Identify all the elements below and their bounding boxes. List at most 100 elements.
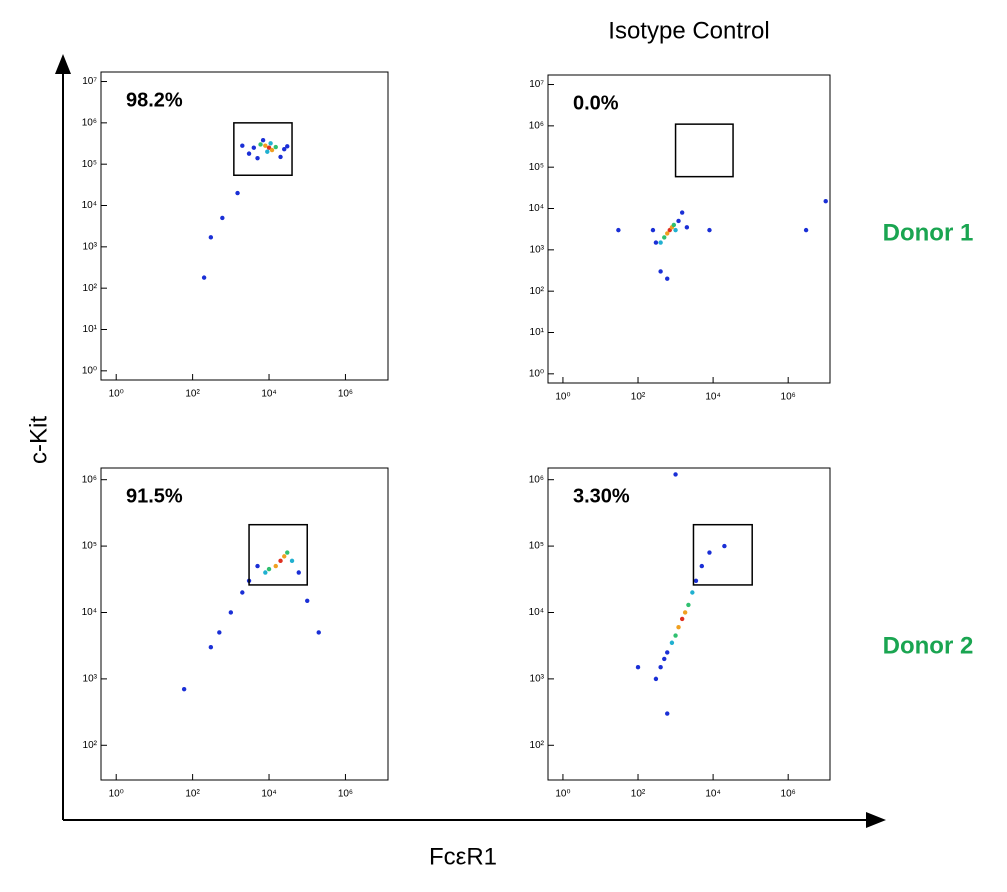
- event-point: [665, 276, 670, 281]
- event-point: [265, 149, 270, 154]
- event-point: [616, 227, 621, 233]
- y-tick-label: 10⁰: [82, 365, 97, 376]
- y-tick-label: 10²: [83, 740, 98, 751]
- event-point: [665, 650, 670, 655]
- y-tick-label: 10³: [530, 244, 545, 255]
- event-point: [662, 235, 667, 240]
- event-point: [266, 566, 272, 572]
- y-tick-label: 10¹: [83, 324, 98, 335]
- event-point: [707, 227, 712, 233]
- y-tick-label: 10⁴: [82, 200, 97, 211]
- event-point: [263, 570, 268, 575]
- event-point: [266, 145, 272, 150]
- event-point: [240, 590, 245, 595]
- event-point: [228, 610, 234, 615]
- x-tick-label: 10⁶: [781, 789, 796, 800]
- event-point: [220, 215, 225, 221]
- y-tick-label: 10⁶: [82, 117, 97, 128]
- event-point: [662, 656, 667, 662]
- event-point: [676, 625, 681, 630]
- x-tick-label: 10²: [631, 392, 646, 403]
- event-point: [285, 550, 290, 555]
- event-point: [235, 190, 240, 196]
- x-tick-label: 10⁴: [261, 389, 276, 400]
- x-tick-label: 10⁰: [109, 389, 124, 400]
- y-tick-label: 10⁵: [529, 541, 544, 552]
- gate: [233, 122, 293, 176]
- y-tick-label: 10⁵: [82, 159, 97, 170]
- y-tick-label: 10⁴: [529, 607, 544, 618]
- event-point: [273, 144, 278, 150]
- y-tick-label: 10³: [83, 241, 98, 252]
- event-point: [803, 227, 809, 233]
- event-point: [658, 269, 663, 274]
- x-tick-label: 10⁰: [109, 789, 124, 800]
- y-tick-label: 10⁵: [529, 162, 544, 173]
- gate-percent: 3.30%: [573, 485, 630, 507]
- y-tick-label: 10⁷: [529, 79, 544, 90]
- event-point: [658, 240, 663, 245]
- event-point: [669, 640, 675, 645]
- y-tick-label: 10²: [530, 740, 545, 751]
- x-tick-label: 10⁶: [781, 392, 796, 403]
- x-tick-label: 10²: [185, 789, 200, 800]
- event-point: [217, 630, 222, 635]
- x-tick-label: 10⁴: [705, 392, 720, 403]
- plot-frame: [100, 467, 389, 781]
- y-tick-label: 10⁶: [529, 474, 544, 485]
- event-point: [273, 563, 278, 569]
- event-point: [260, 138, 266, 143]
- gate: [674, 123, 734, 178]
- event-point: [707, 550, 712, 555]
- event-point: [635, 664, 641, 670]
- event-point: [278, 154, 283, 160]
- event-point: [285, 144, 290, 149]
- row-label: Donor 1: [883, 219, 974, 246]
- event-point: [255, 563, 260, 569]
- event-point: [673, 227, 678, 233]
- event-point: [305, 598, 310, 603]
- plot-frame: [100, 71, 389, 381]
- x-tick-label: 10⁶: [338, 389, 353, 400]
- x-label: FcεR1: [429, 843, 497, 870]
- event-point: [665, 231, 670, 236]
- y-tick-label: 10³: [83, 674, 98, 685]
- x-tick-label: 10⁰: [555, 392, 570, 403]
- event-point: [282, 554, 287, 559]
- event-point: [684, 225, 690, 230]
- event-point: [208, 235, 214, 240]
- event-point: [676, 218, 681, 224]
- x-tick-label: 10²: [185, 389, 200, 400]
- event-point: [282, 147, 287, 152]
- event-point: [679, 616, 685, 622]
- event-point: [251, 145, 257, 150]
- event-point: [653, 676, 659, 682]
- event-point: [296, 570, 301, 575]
- event-point: [665, 711, 670, 716]
- event-point: [208, 645, 214, 650]
- x-tick-label: 10²: [631, 789, 646, 800]
- event-point: [693, 578, 699, 584]
- event-point: [823, 199, 828, 204]
- gate-percent: 98.2%: [126, 89, 183, 111]
- y-tick-label: 10³: [530, 674, 545, 685]
- event-point: [289, 558, 295, 564]
- event-point: [653, 240, 659, 245]
- event-point: [240, 143, 245, 148]
- event-point: [679, 210, 685, 215]
- event-point: [316, 630, 321, 635]
- event-point: [255, 155, 260, 161]
- y-tick-label: 10⁷: [82, 76, 97, 87]
- gate: [692, 523, 753, 586]
- y-tick-label: 10⁴: [529, 203, 544, 214]
- y-tick-label: 10⁶: [529, 120, 544, 131]
- event-point: [258, 142, 263, 147]
- gate-percent: 0.0%: [573, 92, 619, 114]
- gate: [248, 523, 308, 586]
- event-point: [268, 141, 273, 146]
- y-tick-label: 10⁵: [82, 541, 97, 552]
- event-point: [699, 563, 705, 569]
- y-tick-label: 10¹: [530, 327, 545, 338]
- event-point: [246, 151, 252, 156]
